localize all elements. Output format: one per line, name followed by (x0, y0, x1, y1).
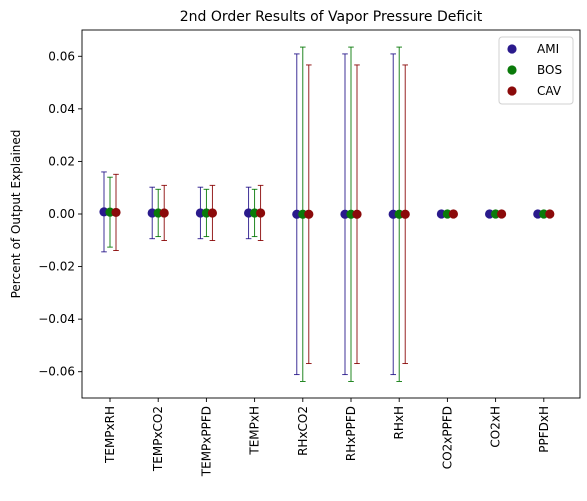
x-tick-label: RHxCO2 (296, 406, 310, 456)
y-axis-label: Percent of Output Explained (9, 130, 23, 299)
point-cav-6 (400, 209, 410, 219)
point-cav-4 (304, 209, 314, 219)
legend: AMI BOS CAV (498, 36, 574, 105)
legend-marker-ami (507, 44, 517, 54)
point-cav-1 (159, 208, 169, 218)
y-tick-label: −0.04 (38, 312, 75, 326)
x-tick-label: RHxH (392, 406, 406, 440)
x-tick-label: TEMPxPPFD (199, 406, 213, 477)
legend-box (498, 36, 574, 105)
x-tick-label: TEMPxH (248, 406, 262, 456)
legend-label-bos: BOS (537, 63, 562, 77)
plot-marks (99, 46, 555, 382)
chart-title: 2nd Order Results of Vapor Pressure Defi… (180, 9, 483, 25)
y-tick-label: 0.04 (48, 102, 75, 116)
y-tick-label: 0.00 (48, 207, 75, 221)
x-tick-label: PPFDxH (537, 406, 551, 453)
point-cav-5 (352, 209, 362, 219)
legend-label-ami: AMI (537, 42, 559, 56)
y-tick-label: −0.02 (38, 260, 75, 274)
y-tick-label: 0.02 (48, 154, 75, 168)
y-tick-label: 0.06 (48, 49, 75, 63)
point-cav-3 (256, 208, 266, 218)
axes: −0.06 −0.04 −0.02 0.00 0.02 0.04 0.06 TEMPxRH TE… (38, 29, 581, 477)
x-tick-label: CO2xPPFD (440, 406, 454, 469)
point-cav-8 (497, 209, 507, 219)
legend-marker-bos (507, 65, 517, 75)
legend-marker-cav (507, 86, 517, 96)
x-tick-label: TEMPxRH (103, 406, 117, 464)
point-cav-7 (448, 209, 458, 219)
x-tick-label: TEMPxCO2 (151, 406, 165, 472)
point-cav-0 (111, 207, 121, 218)
x-tick-label: RHxPPFD (344, 406, 358, 461)
x-tick-label: CO2xH (489, 406, 503, 448)
point-cav-2 (207, 208, 217, 218)
point-cav-9 (545, 209, 555, 219)
y-tick-label: −0.06 (38, 365, 75, 379)
legend-label-cav: CAV (537, 84, 562, 98)
